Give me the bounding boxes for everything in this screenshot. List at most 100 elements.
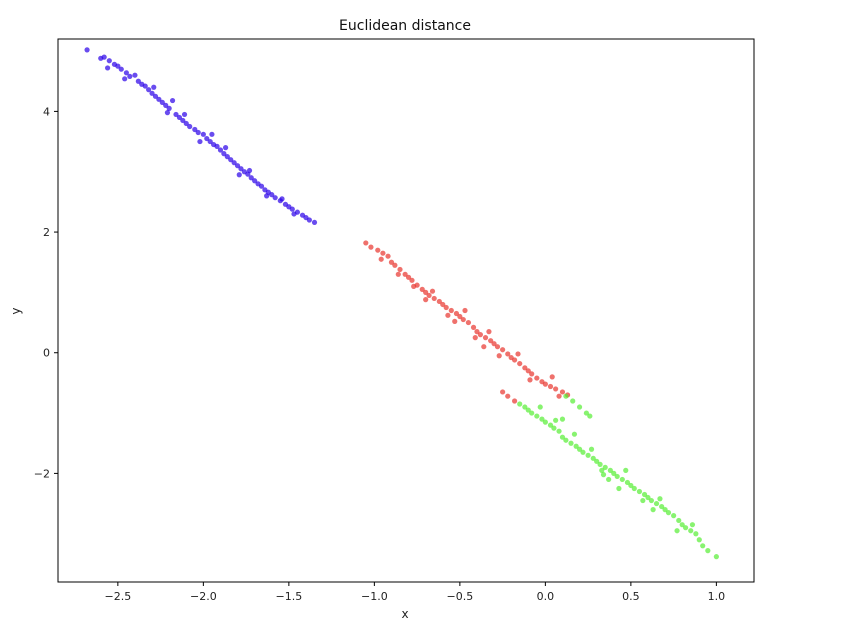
data-point	[587, 413, 593, 419]
data-point	[173, 111, 179, 118]
data-point	[127, 73, 133, 80]
data-point	[676, 517, 682, 524]
data-point	[511, 398, 518, 404]
data-point	[397, 266, 403, 273]
data-point	[645, 494, 651, 501]
data-point	[465, 319, 472, 326]
data-point	[122, 76, 128, 82]
data-point	[474, 329, 480, 335]
data-point	[547, 383, 554, 390]
data-point	[614, 473, 620, 480]
data-point	[419, 286, 425, 292]
data-point	[662, 507, 668, 513]
data-point	[151, 84, 157, 90]
data-point	[246, 167, 253, 174]
data-point	[486, 329, 492, 335]
data-point	[197, 138, 203, 145]
data-point	[402, 271, 408, 277]
data-point	[534, 375, 540, 381]
series-cluster-blue	[84, 47, 318, 226]
data-point	[169, 97, 176, 104]
series-cluster-red	[363, 240, 571, 404]
data-point	[606, 476, 612, 483]
data-point	[472, 335, 478, 341]
data-point	[650, 507, 656, 513]
data-point	[624, 479, 631, 486]
data-point	[423, 297, 429, 303]
data-point	[641, 491, 648, 498]
data-point	[164, 110, 171, 116]
data-point	[231, 160, 237, 166]
data-point	[104, 65, 111, 71]
data-point	[623, 467, 629, 473]
data-point	[411, 283, 417, 289]
data-point	[166, 105, 172, 111]
data-point	[551, 425, 557, 431]
data-point	[511, 357, 518, 363]
data-point	[559, 434, 566, 440]
data-point	[496, 353, 502, 359]
data-point	[517, 401, 523, 407]
data-point	[149, 90, 155, 96]
data-point	[436, 298, 442, 305]
data-point	[264, 193, 270, 199]
data-point	[252, 178, 258, 184]
data-point	[181, 111, 188, 118]
data-point	[553, 386, 559, 392]
data-point	[568, 440, 574, 446]
data-point	[500, 389, 506, 395]
data-point	[431, 295, 437, 302]
data-point	[481, 344, 487, 350]
data-point	[146, 87, 152, 93]
data-point	[409, 277, 415, 283]
data-point	[665, 510, 672, 516]
data-point	[594, 458, 600, 464]
data-point	[152, 93, 159, 99]
data-point	[693, 531, 699, 537]
data-point	[135, 78, 141, 84]
data-point	[405, 274, 412, 280]
data-point	[559, 389, 566, 395]
data-point	[537, 404, 543, 410]
data-point	[522, 365, 528, 371]
data-point	[180, 117, 186, 124]
y-tick-label: −2	[34, 467, 50, 480]
data-point	[700, 543, 706, 549]
data-point	[385, 253, 391, 259]
data-point	[602, 464, 608, 470]
x-axis-label: x	[401, 607, 408, 621]
data-point	[583, 410, 590, 416]
data-point	[563, 437, 569, 443]
data-point	[616, 485, 622, 492]
data-point	[619, 476, 625, 483]
data-point	[628, 482, 634, 489]
data-point	[482, 335, 489, 341]
data-point	[705, 548, 711, 554]
data-point	[539, 416, 545, 422]
data-point	[311, 219, 318, 226]
data-point	[176, 114, 183, 121]
data-point	[522, 404, 528, 410]
x-tick-label: −1.5	[276, 590, 303, 603]
data-point	[238, 166, 244, 172]
data-point	[279, 196, 285, 202]
data-point	[84, 47, 90, 53]
x-tick-label: 0.0	[537, 590, 555, 603]
data-point	[222, 145, 229, 151]
data-point	[696, 537, 702, 543]
data-point	[224, 154, 230, 160]
data-point	[525, 368, 531, 374]
data-point	[683, 525, 689, 531]
data-point	[221, 151, 227, 157]
data-point	[426, 292, 432, 299]
data-point	[517, 360, 523, 367]
data-point	[571, 431, 578, 437]
data-point	[217, 147, 224, 153]
data-point	[378, 256, 384, 262]
data-point	[580, 449, 586, 455]
data-point	[505, 351, 511, 357]
data-point	[559, 416, 566, 422]
data-point	[192, 126, 198, 133]
data-point	[234, 163, 241, 169]
